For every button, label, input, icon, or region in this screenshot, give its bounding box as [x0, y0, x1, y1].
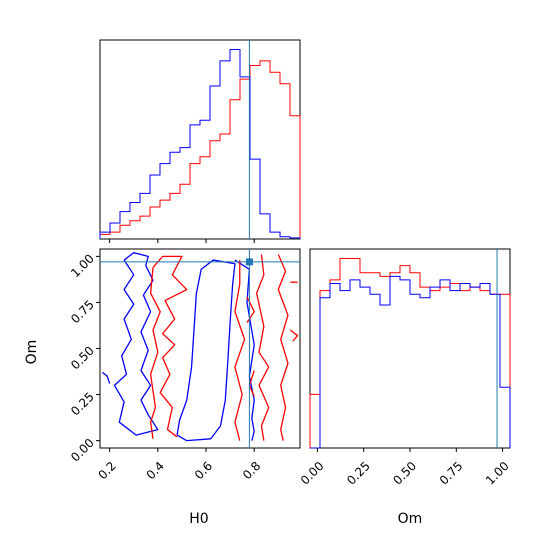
- x-axis-label-om: Om: [398, 511, 423, 527]
- contour-xtick-label: 0.2: [95, 459, 118, 482]
- contour-red-9: [277, 254, 289, 441]
- om-hist-xtick-label: 0.00: [298, 459, 327, 488]
- contour-ytick-label: 0.75: [68, 297, 97, 326]
- truth-lines: [100, 40, 498, 448]
- contour-red-5: [152, 255, 188, 438]
- contour-red-7: [234, 260, 246, 441]
- contour-ytick-label: 0.25: [68, 390, 97, 419]
- h0-hist-series-blue: [99, 48, 301, 239]
- truth-marker: [245, 258, 253, 266]
- x-axis-label-h0: H0: [189, 511, 208, 527]
- om-hist-series-blue: [310, 275, 511, 449]
- contour-xtick-label: 0.6: [192, 459, 215, 482]
- contour-xtick-label: 0.4: [144, 459, 167, 482]
- h0-hist-series-red: [99, 60, 301, 239]
- contour-red-12: [289, 329, 299, 342]
- contour-blue-3: [176, 259, 236, 442]
- contour-red-8: [255, 254, 270, 441]
- y-axis-label-om: Om: [24, 340, 40, 365]
- om-histogram: [309, 257, 511, 449]
- om-hist-xtick-label: 0.25: [344, 459, 373, 488]
- om-hist-xtick-label: 1.00: [483, 459, 512, 488]
- contour-blue-2: [102, 371, 111, 384]
- om-hist-xtick-label: 0.50: [390, 459, 419, 488]
- contour-xtick-label: 0.8: [240, 459, 263, 482]
- contour-ytick-label: 0.50: [68, 344, 97, 373]
- contour-ytick-label: 1.00: [68, 251, 97, 280]
- h0-histogram: [99, 48, 301, 239]
- contour-red-6: [149, 267, 161, 439]
- om-hist-xtick-label: 0.75: [437, 459, 466, 488]
- axis-ticks: 0.2 0.4 0.6 0.8 0.00 0.25 0.50 0.75 1.00 0.00 0.25…: [68, 239, 512, 488]
- contour-ytick-label: 0.00: [68, 436, 97, 465]
- contour-plot: [102, 252, 299, 442]
- contour-panel: [99, 248, 301, 449]
